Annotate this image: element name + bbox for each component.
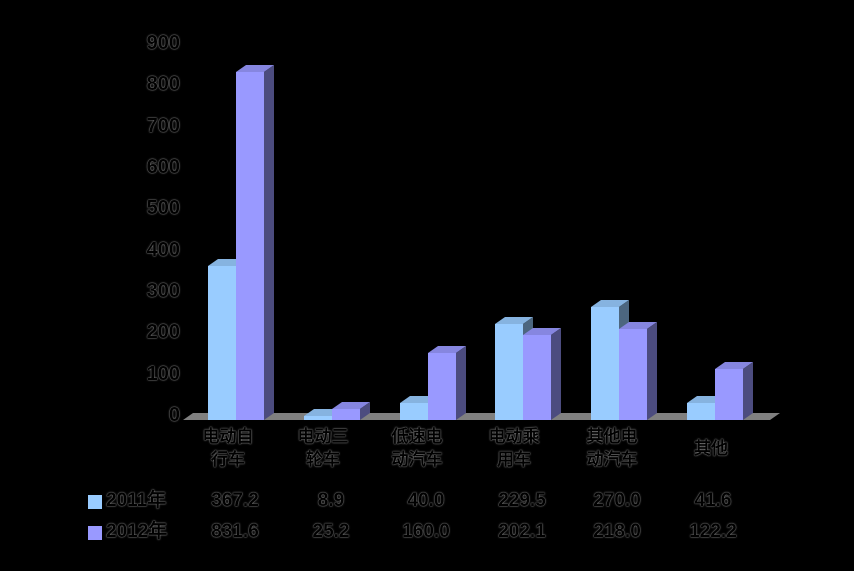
table-value: 40.0: [407, 490, 445, 511]
bar-side-face: [456, 346, 466, 420]
table-value: 367.2: [211, 490, 259, 511]
legend-swatch: [88, 526, 102, 540]
y-tick-label: 200: [146, 321, 180, 343]
bar-front-face: [715, 369, 743, 420]
table-value: 218.0: [593, 521, 641, 542]
table-value: 270.0: [593, 490, 641, 511]
category-label: 其他电 动汽车: [586, 427, 638, 469]
bar-front-face: [619, 329, 647, 420]
bar-side-face: [743, 362, 753, 420]
category-label: 其他: [694, 438, 728, 458]
table-value: 160.0: [402, 521, 450, 542]
legend-swatch: [88, 495, 102, 509]
y-tick-label: 500: [146, 197, 180, 219]
y-tick-label: 100: [146, 363, 180, 385]
legend-series-label: 2012年: [106, 521, 168, 542]
table-value: 229.5: [498, 490, 546, 511]
bar-front-face: [236, 72, 264, 420]
y-tick-label: 800: [146, 73, 180, 95]
table-value: 202.1: [498, 521, 546, 542]
chart-floor: [183, 413, 780, 420]
bar-top-face: [400, 396, 438, 403]
y-tick-label: 900: [146, 32, 180, 54]
category-label: 电动自 行车: [202, 427, 254, 469]
y-tick-label: 300: [146, 280, 180, 302]
bar-side-face: [360, 402, 370, 420]
bar-top-face: [332, 402, 370, 409]
category-label: 电动乘 用车: [488, 427, 540, 469]
bar-top-face: [428, 346, 466, 353]
table-value: 25.2: [312, 521, 350, 542]
table-value: 8.9: [317, 490, 345, 511]
bar-top-face: [687, 396, 725, 403]
bar-top-face: [304, 409, 342, 416]
bar-front-face: [428, 353, 456, 420]
bar-top-face: [208, 259, 246, 266]
y-tick-label: 700: [146, 115, 180, 137]
legend-series-label: 2011年: [106, 490, 167, 511]
bar-front-face: [495, 324, 523, 420]
bar-top-face: [591, 300, 629, 307]
bar-top-face: [619, 322, 657, 329]
bar-front-face: [687, 403, 715, 420]
table-value: 41.6: [694, 490, 732, 511]
y-tick-label: 0: [168, 404, 180, 426]
bar-front-face: [523, 335, 551, 420]
category-label: 低速电 动汽车: [391, 427, 443, 469]
bar-front-face: [400, 403, 428, 420]
bar-front-face: [304, 416, 332, 420]
bar-front-face: [591, 307, 619, 420]
bar-top-face: [715, 362, 753, 369]
bar-front-face: [332, 409, 360, 420]
y-tick-label: 600: [146, 156, 180, 178]
table-value: 831.6: [211, 521, 259, 542]
y-tick-label: 400: [146, 239, 180, 261]
bar-top-face: [236, 65, 274, 72]
bar-top-face: [523, 328, 561, 335]
bar-side-face: [551, 328, 561, 420]
bar-front-face: [208, 266, 236, 420]
category-label: 电动三 轮车: [297, 427, 349, 469]
bar-side-face: [264, 65, 274, 420]
bar-top-face: [495, 317, 533, 324]
bar-side-face: [647, 322, 657, 420]
table-value: 122.2: [689, 521, 737, 542]
